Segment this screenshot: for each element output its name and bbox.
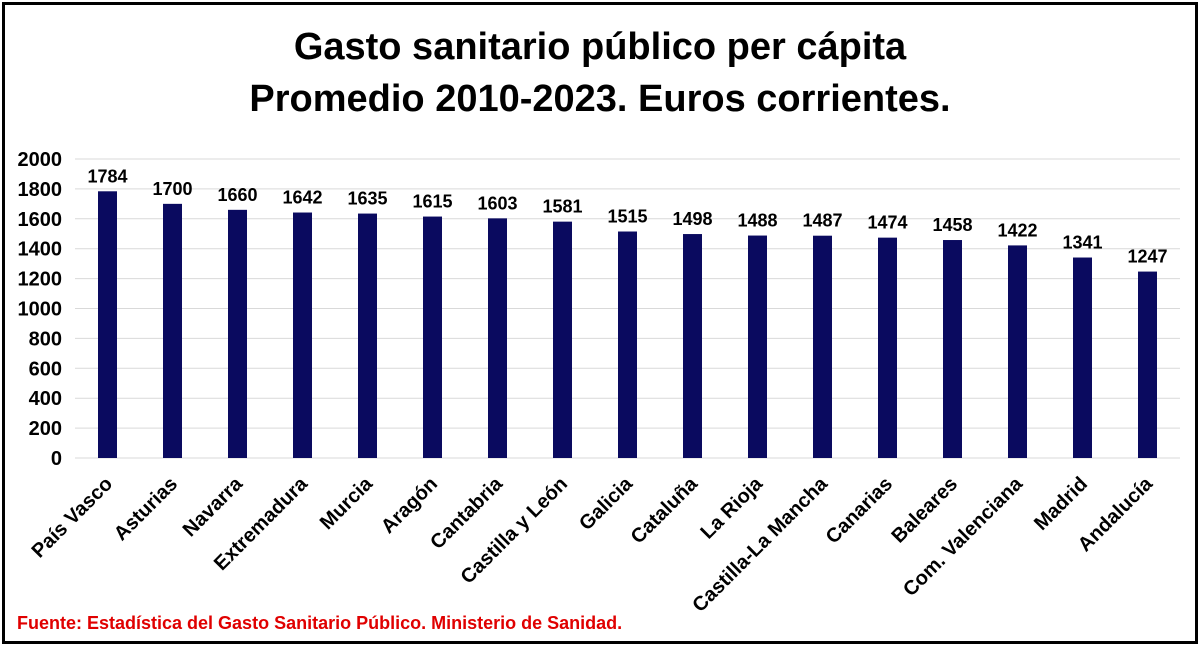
bar — [1138, 271, 1157, 458]
y-tick-label: 1600 — [18, 209, 63, 231]
y-axis-tick-labels: 0 200 400 600 800 1000 1200 1400 1600 1800 2000 — [18, 149, 63, 470]
bar — [1008, 245, 1027, 458]
bar — [358, 213, 377, 458]
x-category-label: Canarias — [822, 473, 897, 548]
x-category-label: Cataluña — [627, 472, 703, 548]
y-tick-label: 1400 — [18, 239, 63, 261]
y-tick-label: 2000 — [18, 149, 63, 171]
data-label: 1487 — [802, 211, 842, 231]
y-tick-label: 200 — [29, 418, 62, 440]
x-category-label: Aragón — [377, 473, 442, 538]
data-label: 1458 — [932, 215, 972, 235]
bar — [423, 216, 442, 458]
bar — [878, 237, 897, 458]
data-label: 1615 — [412, 192, 452, 212]
data-label: 1642 — [282, 188, 322, 208]
bar — [813, 235, 832, 458]
bar — [618, 231, 637, 458]
bar — [98, 191, 117, 459]
bar — [163, 203, 182, 458]
x-category-label: Murcia — [316, 472, 378, 534]
y-tick-label: 0 — [51, 448, 62, 470]
data-label: 1660 — [217, 185, 257, 205]
bar — [488, 218, 507, 458]
y-tick-label: 800 — [29, 328, 62, 350]
data-label: 1474 — [867, 213, 907, 233]
x-category-label: País Vasco — [28, 473, 117, 562]
x-category-label: Asturias — [110, 473, 182, 545]
bar — [228, 209, 247, 458]
bar — [943, 240, 962, 458]
chart-title-line-1: Gasto sanitario público per cápita — [293, 26, 907, 68]
bar — [1073, 257, 1092, 458]
data-label: 1488 — [737, 211, 777, 231]
bars — [98, 191, 1157, 459]
x-category-label: Com. Valenciana — [899, 472, 1028, 601]
y-tick-label: 1200 — [18, 269, 63, 291]
data-label: 1581 — [542, 197, 582, 217]
x-category-label: Galicia — [575, 472, 638, 535]
data-label: 1700 — [152, 179, 192, 199]
bar — [553, 221, 572, 458]
x-category-label: Madrid — [1030, 473, 1092, 535]
data-label: 1515 — [607, 207, 647, 227]
y-tick-label: 400 — [29, 388, 62, 410]
bar — [748, 235, 767, 458]
y-tick-label: 1000 — [18, 299, 63, 321]
data-label: 1247 — [1127, 247, 1167, 267]
bar — [683, 234, 702, 458]
y-tick-label: 1800 — [18, 179, 63, 201]
data-label: 1498 — [672, 209, 712, 229]
y-tick-label: 600 — [29, 358, 62, 380]
data-label: 1341 — [1062, 233, 1102, 253]
bar — [293, 212, 312, 458]
data-label: 1635 — [347, 189, 387, 209]
chart-title-line-2: Promedio 2010-2023. Euros corrientes. — [249, 78, 951, 120]
data-label: 1422 — [997, 220, 1037, 240]
source-note: Fuente: Estadística del Gasto Sanitario … — [17, 613, 623, 633]
data-label: 1784 — [87, 166, 127, 186]
data-label: 1603 — [477, 193, 517, 213]
data-labels: 1784 1700 1660 1642 1635 1615 1603 1581 1515 1498… — [87, 166, 1167, 266]
